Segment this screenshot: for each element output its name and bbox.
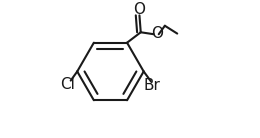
Text: O: O	[133, 2, 145, 17]
Text: Cl: Cl	[60, 77, 75, 92]
Text: Br: Br	[143, 78, 160, 93]
Text: O: O	[151, 26, 163, 41]
